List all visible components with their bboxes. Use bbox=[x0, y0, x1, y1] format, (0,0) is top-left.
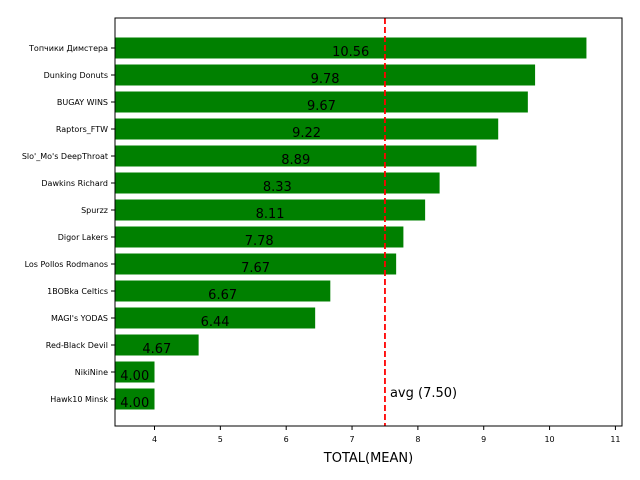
x-tick-label: 9 bbox=[481, 435, 486, 444]
category-label: Raptors_FTW bbox=[56, 125, 108, 134]
bar bbox=[115, 64, 536, 86]
x-tick-label: 5 bbox=[218, 435, 223, 444]
bar bbox=[115, 280, 331, 302]
bar bbox=[115, 37, 587, 59]
category-label: 1BOBka Celtics bbox=[47, 287, 108, 296]
value-label: 4.00 bbox=[120, 396, 149, 411]
x-tick-label: 4 bbox=[152, 435, 157, 444]
category-label: Dawkins Richard bbox=[41, 179, 108, 188]
category-label: Red-Black Devil bbox=[46, 341, 108, 350]
value-label: 4.00 bbox=[120, 369, 149, 384]
bar bbox=[115, 253, 397, 275]
value-label: 8.33 bbox=[263, 180, 292, 195]
x-axis-title: TOTAL(MEAN) bbox=[323, 451, 413, 466]
category-label: NikiNine bbox=[75, 368, 108, 377]
bar bbox=[115, 388, 155, 410]
value-label: 6.67 bbox=[208, 288, 237, 303]
bar bbox=[115, 361, 155, 383]
category-labels-layer: Топчики Димстера Dunking Donuts BUGAY WINS… bbox=[22, 44, 115, 404]
x-tick-label: 11 bbox=[610, 435, 620, 444]
bar bbox=[115, 226, 404, 248]
x-tick-label: 10 bbox=[544, 435, 554, 444]
category-label: Digor Lakers bbox=[58, 233, 108, 242]
x-tick-label: 8 bbox=[415, 435, 420, 444]
x-tick-label: 6 bbox=[284, 435, 289, 444]
average-label: avg (7.50) bbox=[390, 386, 457, 401]
category-label: Топчики Димстера bbox=[28, 44, 108, 53]
bar bbox=[115, 334, 199, 356]
x-ticks-layer: 4 5 6 7 8 9 10 11 bbox=[152, 426, 621, 444]
category-label: BUGAY WINS bbox=[57, 98, 108, 107]
value-label: 7.78 bbox=[245, 234, 274, 249]
value-label: 8.89 bbox=[281, 153, 310, 168]
plot-frame bbox=[114, 17, 623, 427]
bar bbox=[115, 199, 426, 221]
category-label: MAGI's YODAS bbox=[51, 314, 108, 323]
value-labels-layer: 10.56 9.78 9.67 9.22 8.89 8.33 8.11 7.78 7.67 6.6… bbox=[120, 45, 369, 411]
value-label: 8.11 bbox=[256, 207, 285, 222]
bar bbox=[115, 91, 528, 113]
category-label: Dunking Donuts bbox=[44, 71, 108, 80]
value-label: 9.67 bbox=[307, 99, 336, 114]
category-label: Slo'_Mo's DeepThroat bbox=[22, 152, 108, 161]
value-label: 6.44 bbox=[201, 315, 230, 330]
bar bbox=[115, 145, 477, 167]
bar bbox=[115, 307, 316, 329]
category-label: Hawk10 Minsk bbox=[50, 395, 108, 404]
value-label: 10.56 bbox=[332, 45, 369, 60]
category-label: Los Pollos Rodmanos bbox=[25, 260, 108, 269]
bars-layer bbox=[115, 37, 587, 410]
category-label: Spurzz bbox=[81, 206, 108, 215]
value-label: 9.22 bbox=[292, 126, 321, 141]
x-tick-label: 7 bbox=[349, 435, 354, 444]
value-label: 4.67 bbox=[142, 342, 171, 357]
bar bbox=[115, 172, 440, 194]
bar bbox=[115, 118, 499, 140]
value-label: 9.78 bbox=[311, 72, 340, 87]
value-label: 7.67 bbox=[241, 261, 270, 276]
